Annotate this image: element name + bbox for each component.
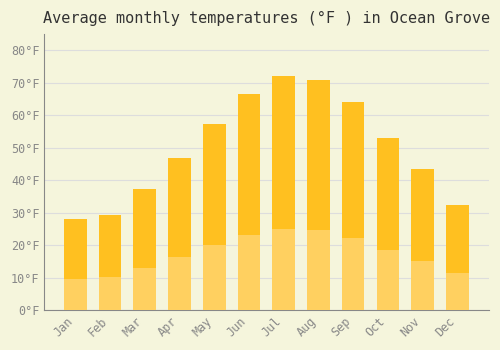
Bar — [64, 219, 86, 310]
Bar — [168, 257, 191, 310]
Bar — [134, 268, 156, 310]
Bar — [272, 229, 295, 310]
Bar — [134, 189, 156, 310]
Bar — [376, 138, 399, 310]
Bar — [203, 124, 226, 310]
Bar — [168, 158, 191, 310]
Bar — [98, 277, 122, 310]
Bar — [238, 235, 260, 310]
Bar — [446, 205, 468, 310]
Bar — [203, 245, 226, 310]
Bar — [98, 215, 122, 310]
Title: Average monthly temperatures (°F ) in Ocean Grove: Average monthly temperatures (°F ) in Oc… — [43, 11, 490, 26]
Bar — [342, 103, 364, 310]
Bar — [307, 80, 330, 310]
Bar — [307, 230, 330, 310]
Bar — [272, 77, 295, 310]
Bar — [412, 261, 434, 310]
Bar — [446, 273, 468, 310]
Bar — [376, 250, 399, 310]
Bar — [412, 169, 434, 310]
Bar — [342, 238, 364, 310]
Bar — [64, 279, 86, 310]
Bar — [238, 94, 260, 310]
